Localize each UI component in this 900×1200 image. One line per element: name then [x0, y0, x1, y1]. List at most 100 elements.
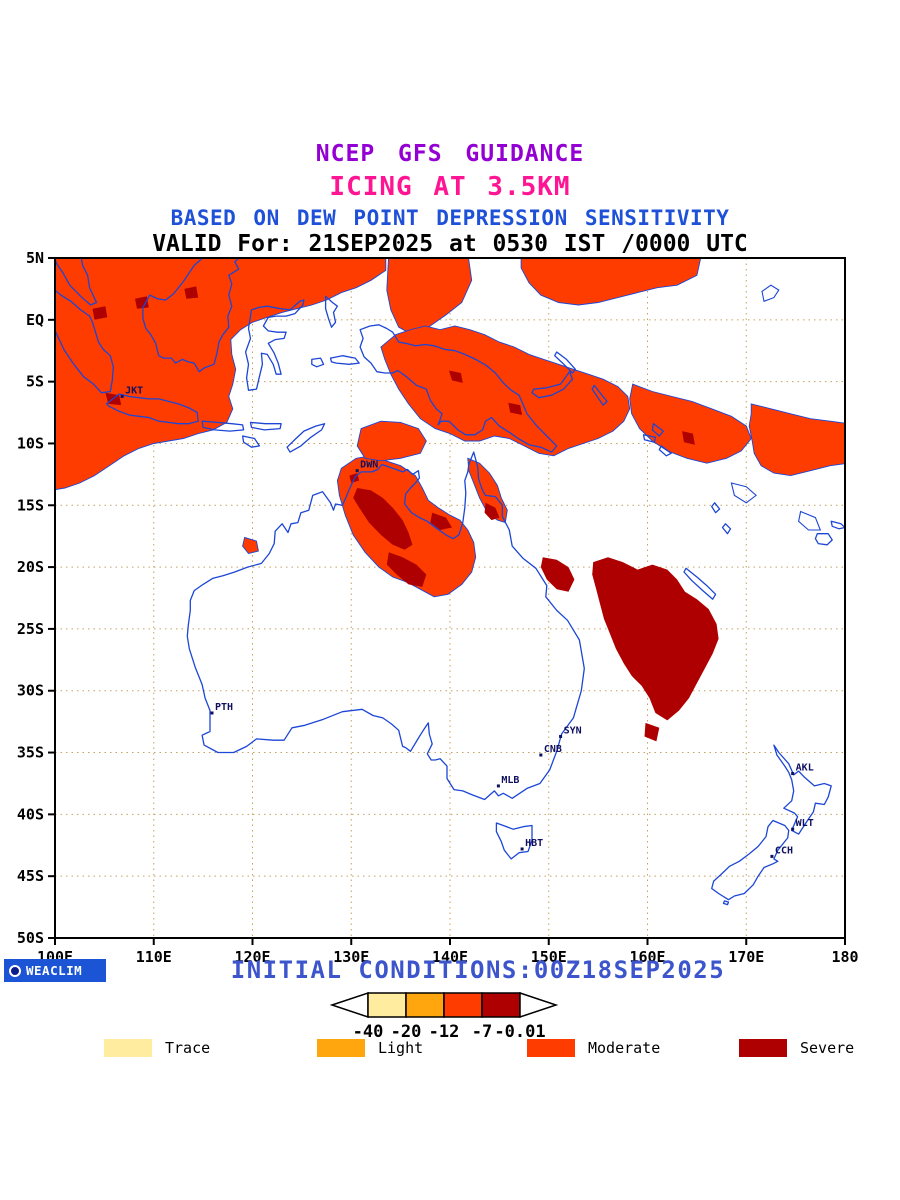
x-axis-label: 150E: [531, 948, 567, 966]
city-label: SYN: [564, 725, 582, 736]
coastline: [244, 299, 305, 391]
coastline: [773, 744, 832, 835]
city-marker: [559, 734, 563, 738]
y-axis-label: EQ: [26, 311, 44, 329]
coastline: [142, 258, 240, 373]
y-axis-label: 5N: [26, 249, 44, 267]
coastline: [359, 324, 558, 453]
city-marker: [770, 854, 774, 858]
coastline: [249, 421, 282, 431]
city-marker: [539, 753, 543, 757]
colorbar-cell: [443, 992, 483, 1018]
coastline: [830, 520, 845, 530]
icing-moderate-area: [356, 420, 427, 462]
coastline: [311, 357, 325, 368]
map-inner: [55, 258, 845, 938]
coastline: [495, 822, 533, 860]
icing-severe-area: [386, 552, 427, 587]
city-marker: [496, 784, 500, 788]
colorbar-labels: -40 -20 -12 -7 -0.01: [353, 1022, 546, 1042]
coastline-layer: [55, 258, 845, 906]
axis-ticks: [48, 257, 846, 945]
icing-severe-area: [92, 306, 108, 320]
coastline: [55, 258, 98, 306]
coastline: [658, 445, 672, 457]
colorbar-cell: [481, 992, 521, 1018]
icing-moderate-area: [629, 383, 752, 464]
coastline: [55, 289, 114, 394]
valid-time-title: VALID For: 21SEP2025 at 0530 IST /0000 U…: [152, 231, 748, 257]
colorbar-tick-label: -20: [391, 1022, 422, 1042]
icing-severe-area: [484, 502, 500, 521]
light-label: Light: [378, 1039, 424, 1057]
trace-swatch: [104, 1039, 152, 1057]
icing-moderate-area: [386, 258, 473, 336]
coastline: [531, 371, 574, 399]
y-axis-label: 10S: [17, 434, 44, 452]
legend-item-light: Light: [317, 1039, 423, 1057]
y-axis-label: 5S: [26, 373, 44, 391]
icing-moderate-area: [380, 325, 631, 457]
icing-moderate-area: [748, 403, 845, 477]
colorbar: [329, 991, 559, 1019]
city-label: CNB: [544, 744, 562, 755]
x-axis-label: 120E: [234, 948, 270, 966]
city-marker: [791, 827, 795, 831]
product-title: NCEP GFS GUIDANCE: [315, 141, 585, 167]
y-axis-label: 40S: [17, 805, 44, 823]
icing-severe-area: [430, 512, 452, 530]
coastline: [286, 423, 326, 453]
y-axis-label: 35S: [17, 744, 44, 762]
icing-moderate-area: [242, 536, 259, 555]
method-subtitle: BASED ON DEW POINT DEPRESSION SENSITIVIT…: [170, 206, 730, 230]
legend-item-trace: Trace: [104, 1039, 210, 1057]
x-axis-label: 140E: [432, 948, 468, 966]
coastline: [711, 819, 790, 901]
x-axis-label: 130E: [333, 948, 369, 966]
coastline: [814, 533, 833, 546]
coastline: [721, 523, 732, 535]
coastline: [591, 384, 608, 406]
city-label: PTH: [215, 702, 233, 713]
city-marker: [355, 469, 359, 473]
coastline: [201, 420, 245, 432]
icing-severe-area: [540, 557, 575, 592]
city-marker: [120, 394, 124, 398]
city-marker: [520, 847, 524, 851]
x-axis-label: 170E: [728, 948, 764, 966]
icing-severe-area: [644, 722, 660, 742]
city-label: DWN: [360, 460, 378, 471]
coastline: [642, 434, 657, 443]
icing-severe-area: [508, 402, 523, 415]
coastline: [651, 423, 664, 437]
coastline: [722, 900, 730, 906]
city-label: HBT: [525, 838, 543, 849]
coastline: [186, 451, 585, 801]
parameter-title: ICING AT 3.5KM: [329, 172, 571, 202]
light-swatch: [317, 1039, 365, 1057]
weaclim-logo-icon: [9, 964, 21, 977]
coastline: [683, 567, 717, 600]
city-label: AKL: [796, 763, 814, 774]
icing-moderate-area: [520, 258, 702, 306]
contour-line: [730, 482, 757, 504]
moderate-swatch: [527, 1039, 575, 1057]
contour-line: [761, 284, 780, 303]
colorbar-tick-label: -12: [429, 1022, 460, 1042]
icing-moderate-layer: [55, 258, 845, 598]
x-axis-label: 160E: [629, 948, 665, 966]
icing-severe-area: [135, 296, 149, 309]
trace-label: Trace: [165, 1039, 211, 1057]
moderate-label: Moderate: [588, 1039, 661, 1057]
colorbar-tick-label: -40: [353, 1022, 384, 1042]
contour-lines: [730, 284, 822, 531]
city-label: WLT: [796, 818, 814, 829]
icing-severe-area: [353, 488, 413, 550]
icing-severe-area: [592, 557, 719, 721]
colorbar-cell: [367, 992, 407, 1018]
y-axis-label: 15S: [17, 496, 44, 514]
x-axis-label: 110E: [136, 948, 172, 966]
